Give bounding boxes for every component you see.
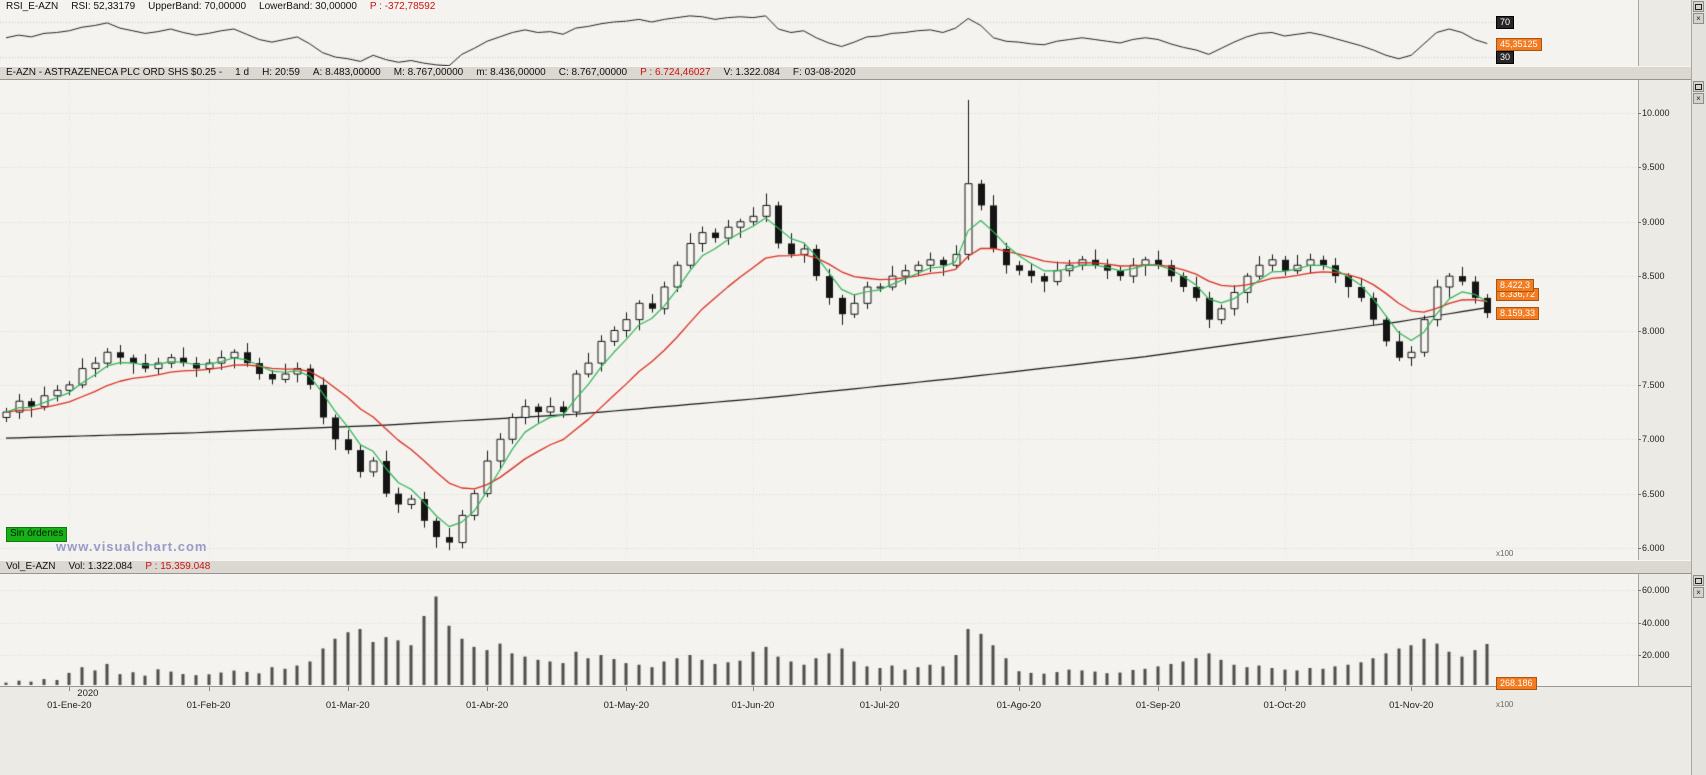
price-panel: Sin órdenes www.visualchart.com [0,80,1639,560]
header-field: RSI: 52,33179 [71,1,136,12]
price-scale-note: x100 [1496,549,1514,558]
time-axis-tick [69,687,71,691]
restore-icon [1695,578,1702,584]
volume-panel-close-button[interactable]: × [1693,587,1704,598]
volume-axis-label: 20.000 [1642,650,1670,660]
time-axis-label: 01-Jun-20 [731,700,775,711]
price-axis-label: 8.500 [1642,271,1665,282]
watermark: www.visualchart.com [56,539,208,554]
volume-chart[interactable] [0,574,1638,686]
time-axis-tick [626,687,628,691]
price-axis-label: 10.000 [1642,108,1670,118]
time-axis-tick [347,687,349,691]
price-panel-restore-button[interactable] [1693,81,1704,92]
no-orders-badge: Sin órdenes [6,527,68,542]
time-axis-tick [879,687,881,691]
time-axis-label: 01-Nov-20 [1389,700,1434,711]
time-axis-label: 01-Sep-20 [1135,700,1181,711]
header-field: A: 8.483,00000 [312,67,381,78]
time-axis-label: 01-Abr-20 [465,700,509,711]
time-axis-label: 01-Feb-20 [186,700,231,711]
volume-panel [0,574,1639,686]
rsi-panel: RSI_E-AZN RSI: 52,33179 UpperBand: 70,0000… [0,0,1639,66]
year-label: 2020 [77,688,99,699]
price-axis-label: 9.000 [1642,216,1665,227]
header-field: C: 8.767,00000 [558,67,628,78]
footer-area [0,712,1706,775]
header-field: RSI_E-AZN [6,1,59,12]
header-field: UpperBand: 70,00000 [148,1,247,12]
time-axis-label: 01-Mar-20 [325,700,370,711]
price-axis-label: 7.500 [1642,379,1665,390]
header-field: E-AZN - ASTRAZENECA PLC ORD SHS $0.25 - [6,67,223,78]
time-axis-label: 01-Oct-20 [1263,700,1306,711]
time-axis-label: 01-Jul-20 [859,700,900,711]
price-axis-label: 6.500 [1642,488,1665,499]
price-axis-label: 9.500 [1642,162,1665,173]
header-field: P : 15.359.048 [145,561,211,572]
time-axis: 01-Ene-20 01-Feb-20 01-Mar-20 01-Abr-20 01-M… [0,686,1692,713]
price-panel-header: E-AZN - ASTRAZENECA PLC ORD SHS $0.25 - 1… [0,66,1692,80]
header-field: F: 03-08-2020 [792,67,856,78]
rsi-panel-restore-button[interactable] [1693,1,1704,12]
price-axis-label: 8.000 [1642,325,1665,336]
header-field: Vol_E-AZN [6,561,56,572]
header-field: V: 1.322.084 [723,67,780,78]
time-axis-label: 01-Ago-20 [996,700,1041,711]
rsi-panel-header: RSI_E-AZN RSI: 52,33179 UpperBand: 70,0000… [6,1,448,13]
price-axis-label: 7.000 [1642,434,1665,445]
time-axis-tick [208,687,210,691]
volume-panel-header: Vol_E-AZN Vol: 1.322.084 P : 15.359.048 [0,560,1692,574]
time-axis-tick [487,687,489,691]
time-axis-tick [1018,687,1020,691]
price-axis-label: 6.000 [1642,543,1665,553]
volume-axis-label: 40.000 [1642,617,1670,628]
header-field: M: 8.767,00000 [393,67,464,78]
header-field: LowerBand: 30,00000 [259,1,357,12]
time-axis-tick [752,687,754,691]
header-field: Vol: 1.322.084 [68,561,133,572]
rsi-chart[interactable] [0,14,1638,66]
header-field: m: 8.436,00000 [476,67,546,78]
time-axis-tick [1158,687,1160,691]
price-panel-close-button[interactable]: × [1693,93,1704,104]
price-chart[interactable] [0,80,1638,560]
time-axis-label: 01-Ene-20 [47,700,92,711]
header-field: P : -372,78592 [369,1,436,12]
header-field: P : 6.724,46027 [640,67,711,78]
rsi-panel-close-button[interactable]: × [1693,13,1704,24]
volume-panel-restore-button[interactable] [1693,575,1704,586]
volume-scale-note: x100 [1496,700,1514,709]
time-axis-label: 01-May-20 [603,700,650,711]
restore-icon [1695,4,1702,10]
panel-controls-strip: × × × [1691,0,1706,775]
time-axis-tick [1411,687,1413,691]
restore-icon [1695,84,1702,90]
volume-axis-label: 60.000 [1642,585,1670,595]
time-axis-tick [1284,687,1286,691]
header-field: 1 d [235,67,250,78]
header-field: H: 20:59 [262,67,300,78]
